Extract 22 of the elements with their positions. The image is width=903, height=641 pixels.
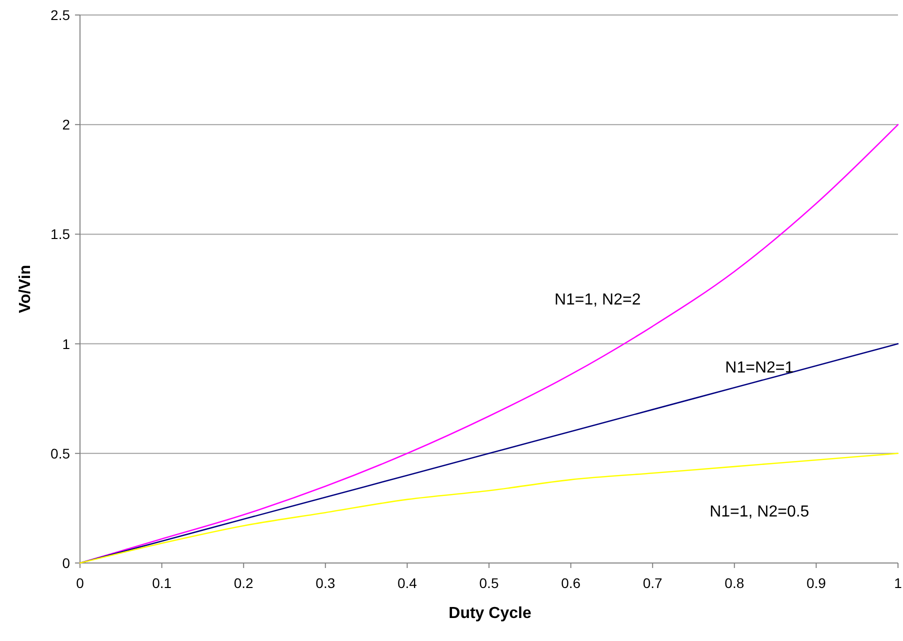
y-tick-label: 2.5 [50,7,70,23]
x-tick-label: 0.3 [316,575,336,591]
y-axis-title: Vo/Vin [17,264,34,314]
x-axis-title: Duty Cycle [448,605,532,622]
x-tick-label: 0.9 [806,575,826,591]
x-tick-label: 1 [894,575,902,591]
x-tick-label: 0 [76,575,84,591]
x-tick-label: 0.4 [397,575,418,591]
text: N1=1, N2=0.5 [710,504,810,521]
y-tick-label: 0 [62,555,70,571]
series-label: N1=N2=1 [725,360,794,377]
x-tick-label: 0.2 [234,575,254,591]
y-tick-label: 2 [62,116,70,133]
x-tick-label: 0.1 [152,575,172,591]
x-tick-label: 0.8 [724,575,744,591]
series-label: N1=1, N2=2 [554,291,641,308]
y-tick-label: 0.5 [50,445,70,462]
x-tick-label: 0.5 [479,575,499,591]
y-tick-label: 1 [62,336,70,352]
y-tick-label: 1.5 [50,226,70,242]
x-tick-label: 0.6 [561,575,581,591]
x-tick-label: 0.7 [642,575,663,591]
